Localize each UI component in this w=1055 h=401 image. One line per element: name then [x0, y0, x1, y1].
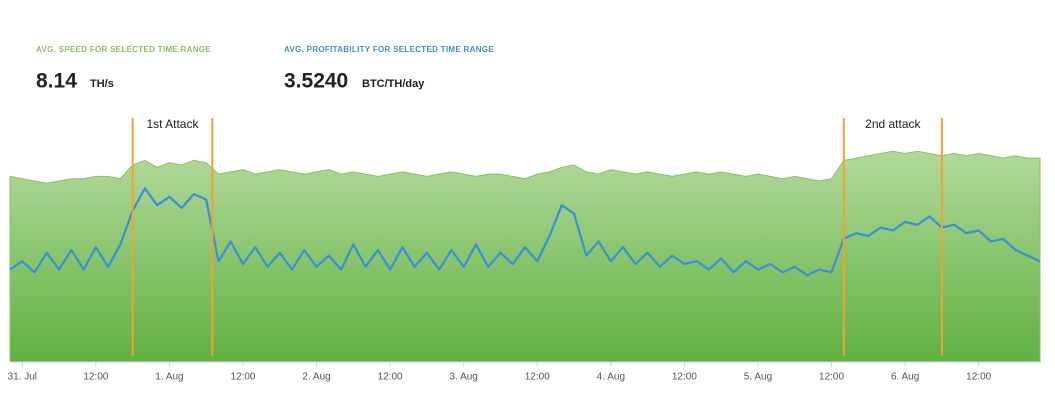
x-tick-label: 12:00	[83, 372, 108, 383]
x-tick-label: 2. Aug	[302, 372, 330, 383]
profit-label: AVG. PROFITABILITY FOR SELECTED TIME RAN…	[284, 45, 494, 54]
profit-unit: BTC/TH/day	[362, 78, 425, 90]
speed-value: 8.14	[36, 70, 77, 93]
x-tick-label: 5. Aug	[744, 372, 772, 383]
x-tick-label: 1. Aug	[155, 372, 183, 383]
x-tick-label: 12:00	[525, 372, 550, 383]
speed-label: AVG. SPEED FOR SELECTED TIME RANGE	[36, 45, 211, 54]
speed-area	[9, 150, 1041, 363]
x-tick-label: 12:00	[378, 372, 403, 383]
speed-unit: TH/s	[90, 78, 114, 90]
x-tick-label: 12:00	[819, 372, 844, 383]
x-tick-label: 12:00	[672, 372, 697, 383]
profit-value: 3.5240	[284, 70, 348, 93]
profitability-line	[9, 187, 1041, 277]
attack-label: 1st Attack	[146, 117, 199, 131]
x-tick-label: 3. Aug	[450, 372, 478, 383]
x-tick-label: 4. Aug	[597, 372, 625, 383]
x-tick-label: 31. Jul	[8, 372, 37, 383]
x-tick-label: 6. Aug	[891, 372, 919, 383]
x-tick-label: 12:00	[230, 372, 255, 383]
attack-label: 2nd attack	[865, 117, 921, 131]
x-tick-label: 12:00	[966, 372, 991, 383]
